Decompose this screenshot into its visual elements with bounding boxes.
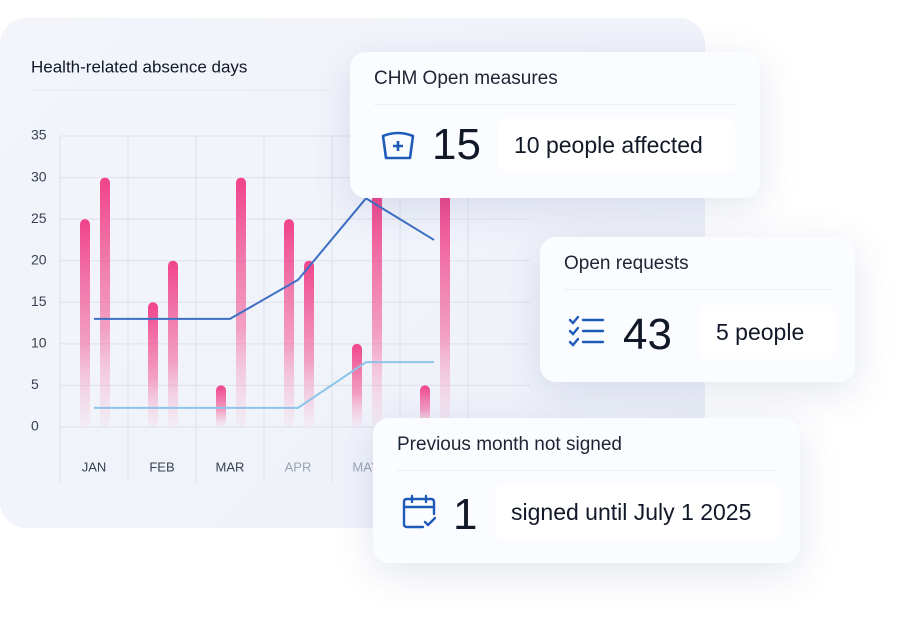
- card-title: Open requests: [564, 253, 689, 274]
- bar: [420, 385, 430, 427]
- card: CHM Open measures 15 10 people affected: [350, 52, 760, 198]
- bar: [352, 343, 362, 427]
- x-tick-label: JAN: [82, 459, 107, 474]
- card-title: Previous month not signed: [397, 434, 622, 455]
- line: [94, 361, 434, 409]
- card: Previous month not signed 1 signed until…: [373, 418, 800, 563]
- y-tick-label: 35: [31, 127, 47, 143]
- bar: [148, 302, 158, 427]
- card-title: CHM Open measures: [374, 68, 558, 89]
- x-tick-label: APR: [285, 459, 312, 474]
- y-tick-label: 5: [31, 376, 39, 392]
- x-tick-label: MAR: [216, 459, 245, 474]
- card-note: 5 people: [700, 305, 835, 359]
- bar: [236, 177, 246, 427]
- bar: [304, 260, 314, 427]
- card-note: 10 people affected: [498, 118, 735, 172]
- line: [94, 197, 435, 320]
- bar: [216, 385, 226, 427]
- card-value: 15: [432, 120, 481, 169]
- y-tick-label: 25: [31, 210, 47, 226]
- card: Open requests 43 5 people: [540, 237, 855, 382]
- card-value: 1: [453, 490, 478, 539]
- separator: [374, 104, 736, 105]
- y-tick-label: 20: [31, 251, 47, 267]
- card-value: 43: [623, 310, 672, 359]
- bar: [100, 177, 110, 427]
- separator: [397, 470, 776, 471]
- bar: [80, 219, 90, 427]
- icon: [568, 315, 605, 347]
- card-note: signed until July 1 2025: [495, 485, 780, 539]
- bar: [284, 219, 294, 427]
- y-tick-label: 30: [31, 168, 47, 184]
- x-tick-label: FEB: [149, 459, 174, 474]
- bar: [440, 194, 450, 427]
- y-tick-label: 10: [31, 335, 47, 351]
- separator: [564, 289, 831, 290]
- icon: [402, 494, 437, 529]
- chart-title: Health-related absence days: [31, 57, 247, 76]
- y-tick-label: 0: [31, 418, 39, 434]
- bar: [372, 194, 382, 427]
- y-tick-label: 15: [31, 293, 47, 309]
- icon: [381, 131, 415, 160]
- bar: [168, 260, 178, 427]
